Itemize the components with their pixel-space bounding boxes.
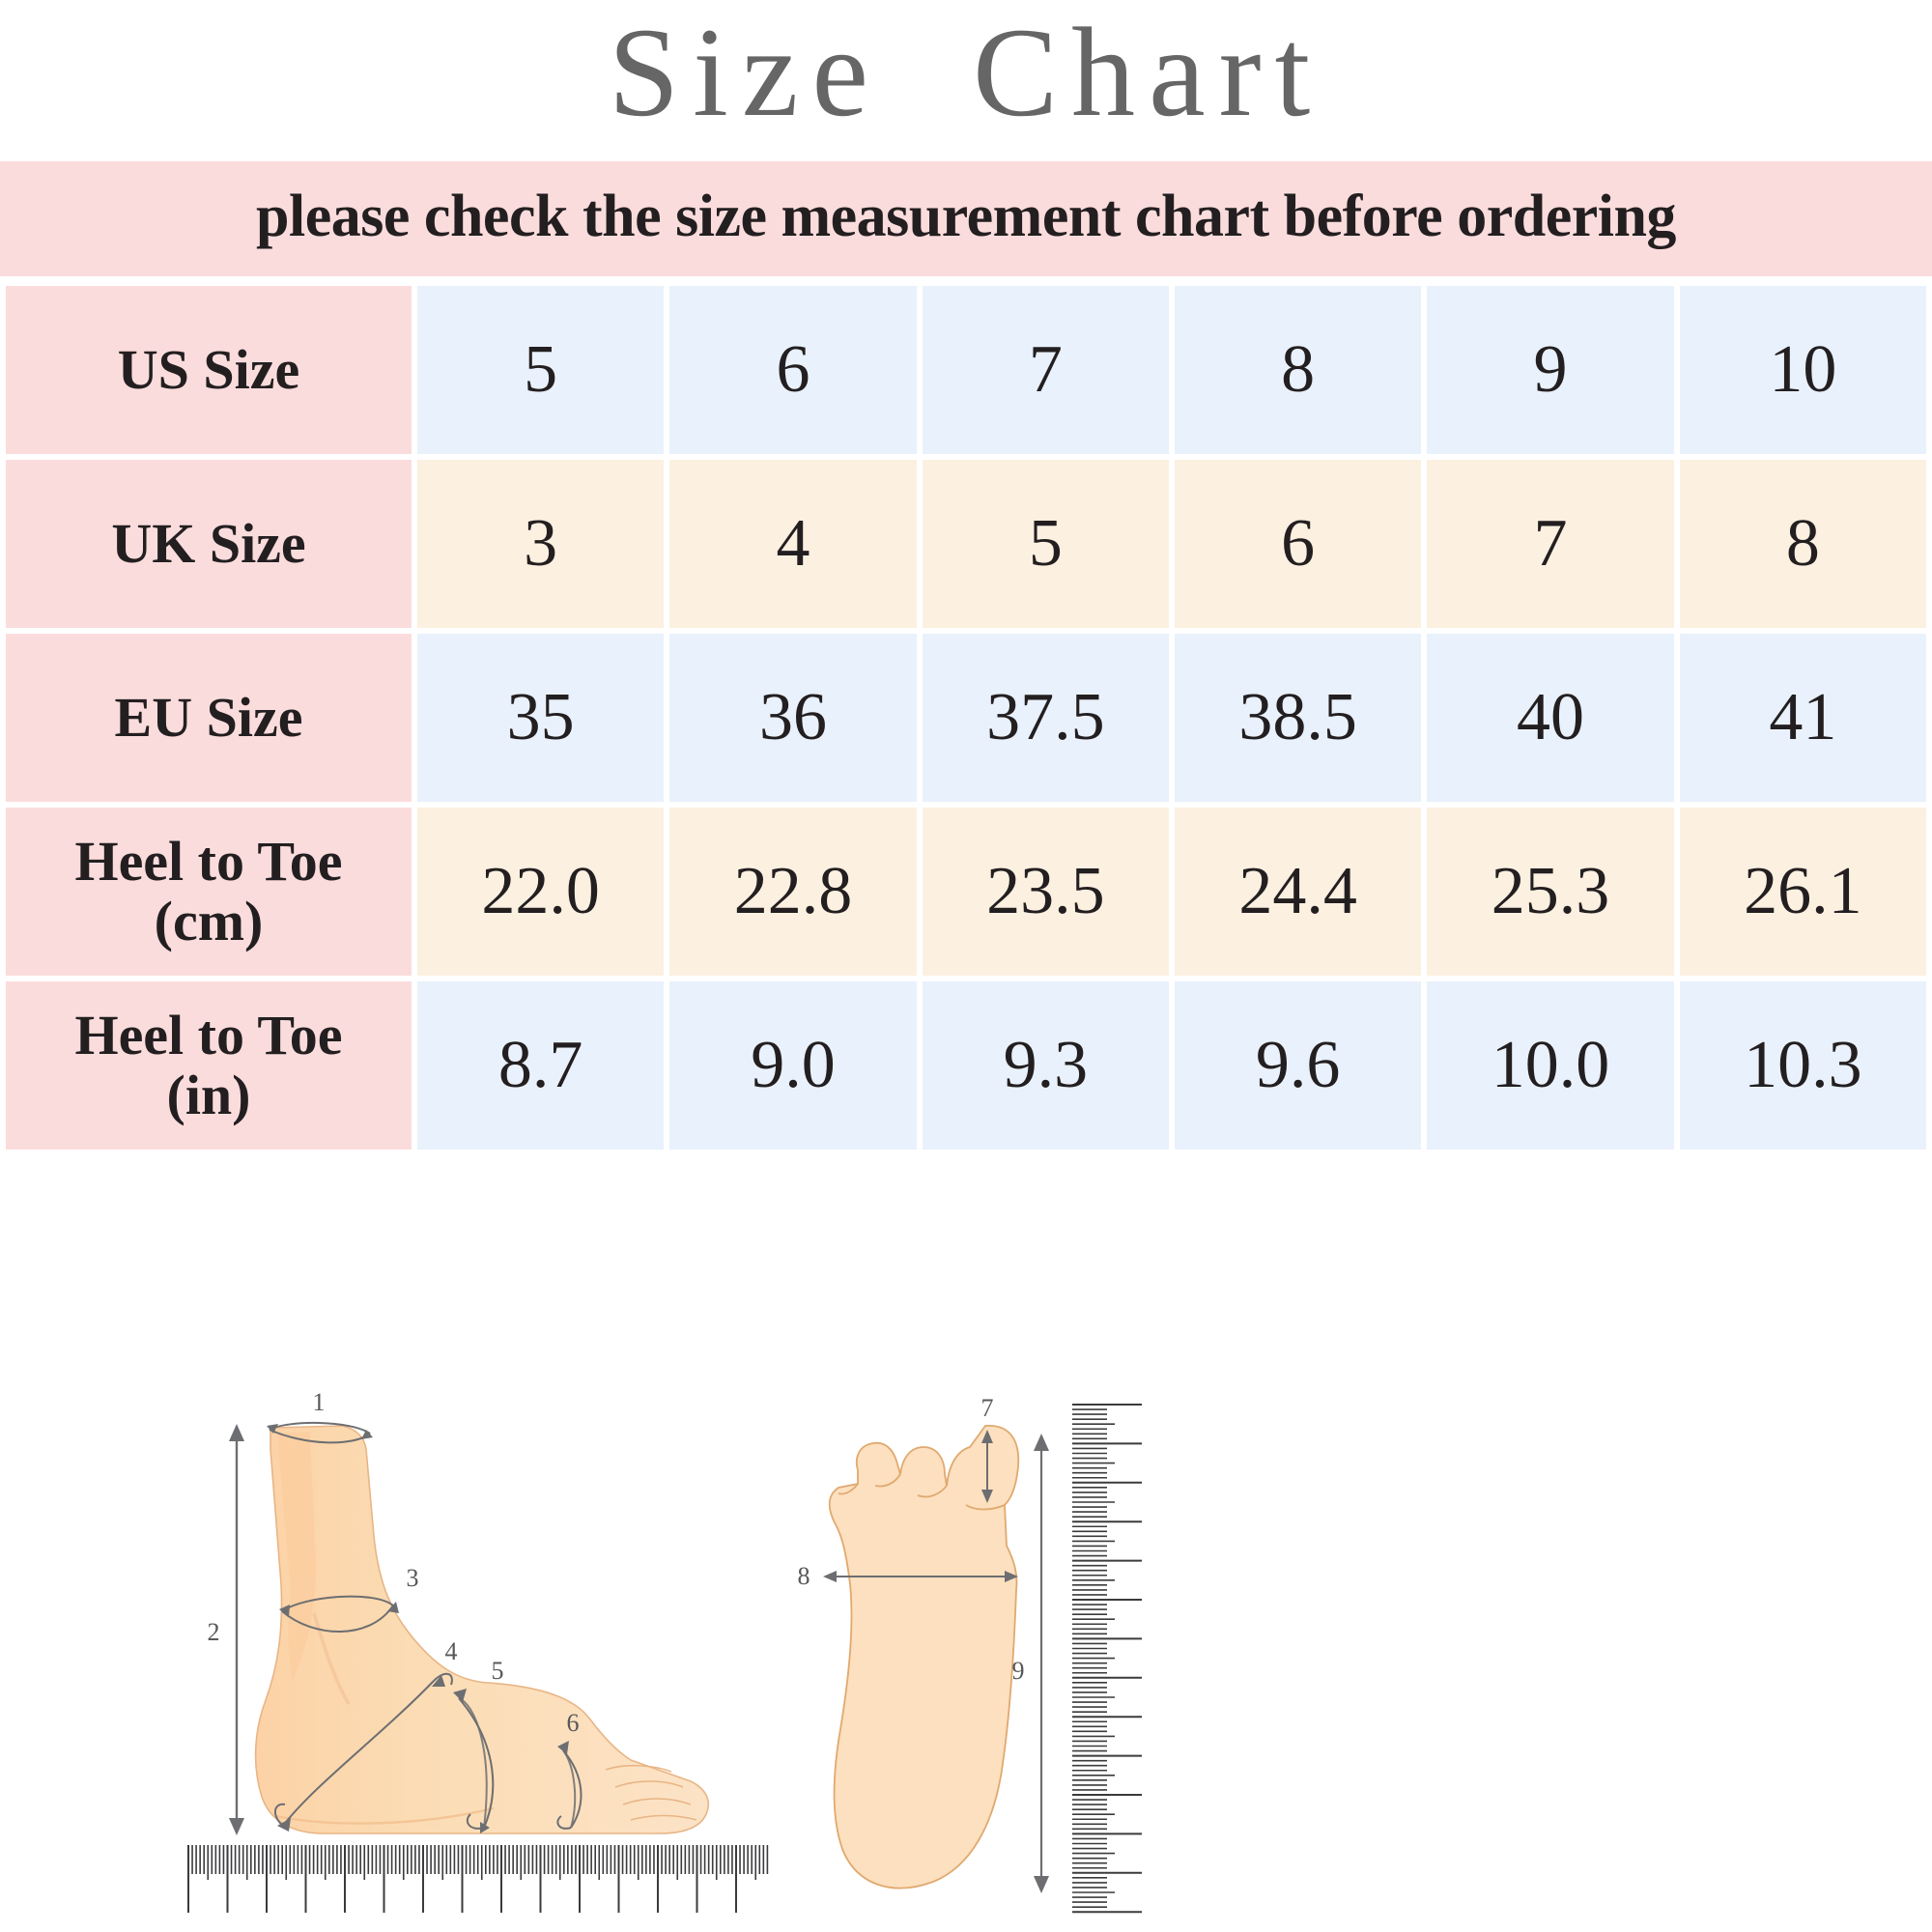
callout-3-ankle-circumference: 3 [279,1564,419,1633]
cell-uk-1: 4 [669,459,917,628]
row-label-us-size: US Size [6,285,412,454]
callout-label-8: 8 [798,1562,810,1590]
cell-cm-5: 26.1 [1679,807,1926,976]
row-label-text: Heel to Toe [74,1004,343,1067]
callout-label-9: 9 [1012,1657,1025,1685]
row-label-unit: (in) [166,1063,251,1126]
row-label-text: Heel to Toe [74,830,343,894]
callout-label-2: 2 [208,1618,220,1646]
cell-eu-1: 36 [669,633,917,802]
cell-uk-4: 7 [1427,459,1674,628]
cell-us-1: 6 [669,285,917,454]
callout-label-4: 4 [445,1637,458,1665]
cell-cm-4: 25.3 [1427,807,1674,976]
row-label-heel-to-toe-in: Heel to Toe (in) [6,980,412,1150]
callout-label-1: 1 [313,1391,326,1416]
callout-8-foot-width: 8 [798,1562,1018,1590]
cell-us-2: 7 [922,285,1169,454]
callout-1-calf-circumference: 1 [267,1391,373,1444]
page-title: Size Chart [608,1,1324,143]
cell-eu-2: 37.5 [922,633,1169,802]
callout-5-big-girth: 5 [453,1657,504,1833]
cell-uk-5: 8 [1679,459,1926,628]
callout-9-foot-length: 9 [1012,1434,1049,1893]
cell-in-3: 9.6 [1174,980,1422,1150]
cell-uk-0: 3 [417,459,665,628]
notice-banner: please check the size measurement chart … [0,160,1932,276]
callout-label-7: 7 [981,1394,994,1422]
row-label-unit: (cm) [154,889,264,952]
callout-6-small-girth: 6 [556,1709,582,1830]
cell-in-1: 9.0 [669,980,917,1150]
table-row: US Size 5 6 7 8 9 10 [6,285,1926,454]
row-label-heel-to-toe-cm: Heel to Toe (cm) [6,807,412,976]
size-table: US Size 5 6 7 8 9 10 UK Size 3 4 5 6 7 8 [0,280,1932,1155]
cell-us-4: 9 [1427,285,1674,454]
callout-4-oblique-girth: 4 [274,1637,458,1832]
cell-cm-2: 23.5 [922,807,1169,976]
table-row: EU Size 35 36 37.5 38.5 40 41 [6,633,1926,802]
cell-eu-3: 38.5 [1174,633,1422,802]
cell-eu-5: 41 [1679,633,1926,802]
cell-in-2: 9.3 [922,980,1169,1150]
horizontal-ruler [187,1845,769,1913]
row-label-uk-size: UK Size [6,459,412,628]
illustration-area: 1 2 3 [0,1391,1932,1932]
row-label-eu-size: EU Size [6,633,412,802]
row-label-text: EU Size [114,685,303,749]
callout-label-6: 6 [567,1709,580,1737]
vertical-ruler [1072,1404,1142,1914]
row-label-text: US Size [117,337,300,401]
cell-cm-0: 22.0 [417,807,665,976]
table-row: UK Size 3 4 5 6 7 8 [6,459,1926,628]
cell-in-4: 10.0 [1427,980,1674,1150]
cell-in-0: 8.7 [417,980,665,1150]
table-row: Heel to Toe (cm) 22.0 22.8 23.5 24.4 25.… [6,807,1926,976]
cell-cm-1: 22.8 [669,807,917,976]
cell-us-3: 8 [1174,285,1422,454]
cell-eu-4: 40 [1427,633,1674,802]
cell-cm-3: 24.4 [1174,807,1422,976]
callout-label-5: 5 [492,1657,504,1685]
callout-7-toe-length: 7 [981,1394,994,1503]
cell-uk-2: 5 [922,459,1169,628]
row-label-text: UK Size [111,511,306,575]
cell-uk-3: 6 [1174,459,1422,628]
callout-label-3: 3 [407,1564,419,1592]
cell-us-5: 10 [1679,285,1926,454]
foot-side-view-diagram: 1 2 3 [187,1391,769,1913]
cell-eu-0: 35 [417,633,665,802]
foot-sole-view-diagram: 7 8 9 [798,1394,1142,1914]
cell-us-0: 5 [417,285,665,454]
cell-in-5: 10.3 [1679,980,1926,1150]
table-row: Heel to Toe (in) 8.7 9.0 9.3 9.6 10.0 10… [6,980,1926,1150]
size-table-body: US Size 5 6 7 8 9 10 UK Size 3 4 5 6 7 8 [6,285,1926,1150]
callout-2-shoe-height: 2 [208,1424,244,1835]
foot-sole-shape [828,1425,1020,1889]
